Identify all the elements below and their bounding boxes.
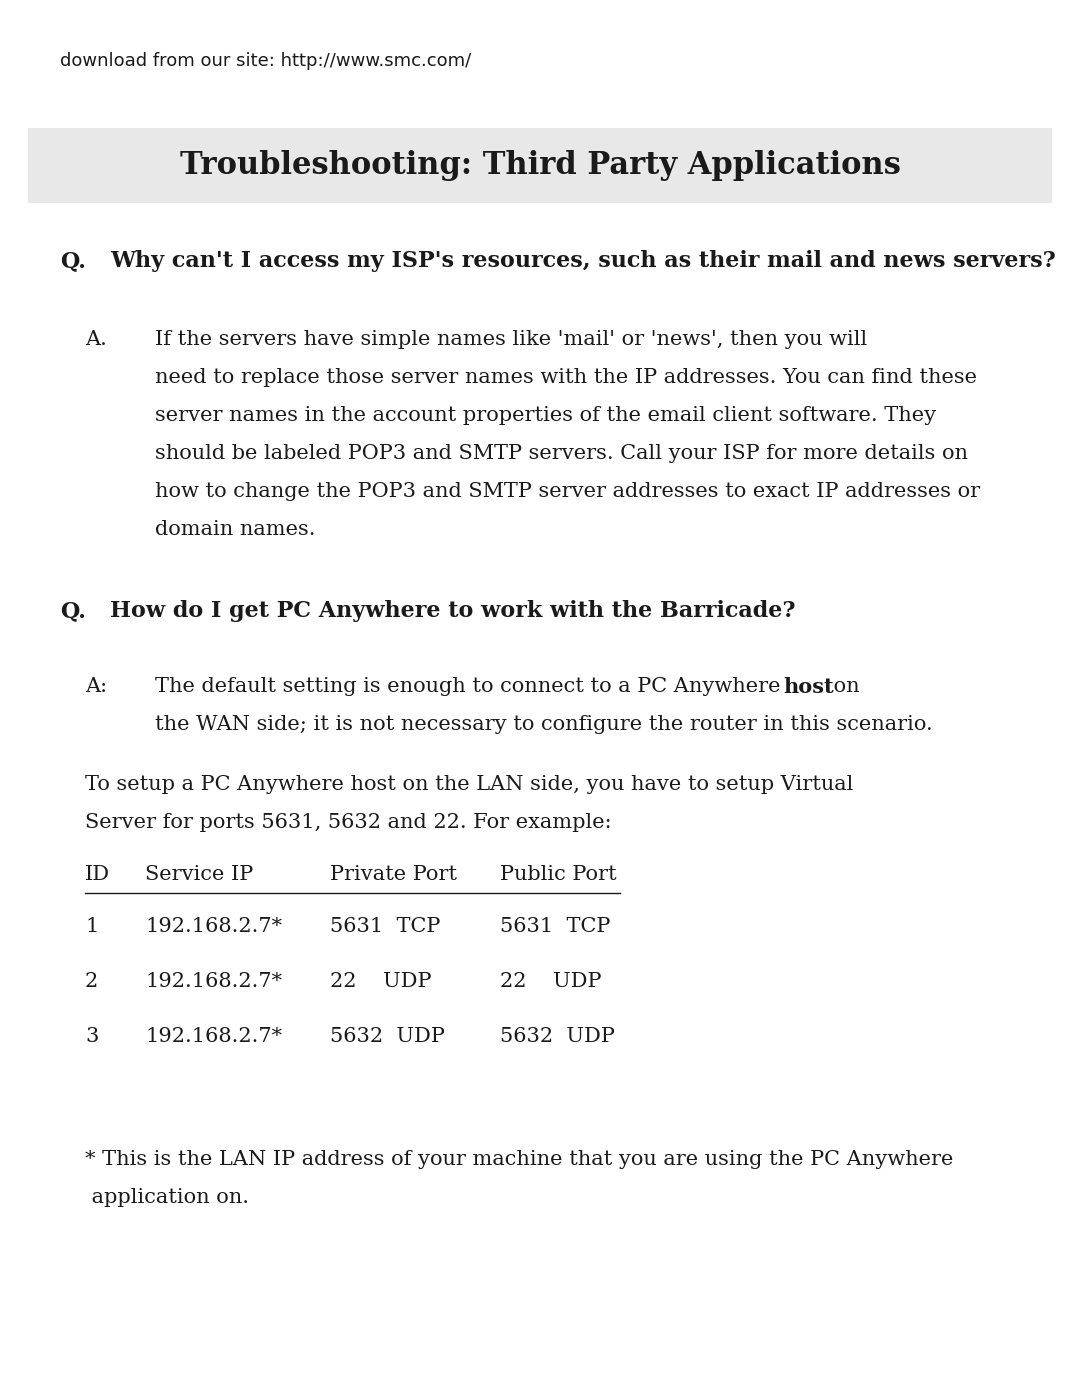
Text: need to replace those server names with the IP addresses. You can find these: need to replace those server names with … [156, 367, 977, 387]
Text: 5632  UDP: 5632 UDP [330, 1027, 445, 1046]
Text: 1: 1 [85, 916, 98, 936]
Text: on: on [826, 678, 860, 696]
FancyBboxPatch shape [28, 129, 1052, 203]
Text: 192.168.2.7*: 192.168.2.7* [145, 916, 282, 936]
Text: Troubleshooting: Third Party Applications: Troubleshooting: Third Party Application… [179, 149, 901, 182]
Text: 192.168.2.7*: 192.168.2.7* [145, 1027, 282, 1046]
Text: server names in the account properties of the email client software. They: server names in the account properties o… [156, 407, 936, 425]
Text: application on.: application on. [85, 1187, 249, 1207]
Text: 5631  TCP: 5631 TCP [330, 916, 441, 936]
Text: download from our site: http://www.smc.com/: download from our site: http://www.smc.c… [60, 52, 471, 70]
Text: 2: 2 [85, 972, 98, 990]
Text: 22    UDP: 22 UDP [500, 972, 602, 990]
Text: Server for ports 5631, 5632 and 22. For example:: Server for ports 5631, 5632 and 22. For … [85, 813, 611, 833]
Text: Public Port: Public Port [500, 865, 617, 884]
Text: How do I get PC Anywhere to work with the Barricade?: How do I get PC Anywhere to work with th… [110, 599, 796, 622]
Text: * This is the LAN IP address of your machine that you are using the PC Anywhere: * This is the LAN IP address of your mac… [85, 1150, 954, 1169]
Text: 5631  TCP: 5631 TCP [500, 916, 610, 936]
Text: should be labeled POP3 and SMTP servers. Call your ISP for more details on: should be labeled POP3 and SMTP servers.… [156, 444, 968, 462]
Text: The default setting is enough to connect to a PC Anywhere: The default setting is enough to connect… [156, 678, 787, 696]
Text: 5632  UDP: 5632 UDP [500, 1027, 615, 1046]
Text: ID: ID [85, 865, 110, 884]
Text: domain names.: domain names. [156, 520, 315, 539]
Text: If the servers have simple names like 'mail' or 'news', then you will: If the servers have simple names like 'm… [156, 330, 867, 349]
Text: 3: 3 [85, 1027, 98, 1046]
Text: Q.: Q. [60, 250, 86, 272]
Text: 192.168.2.7*: 192.168.2.7* [145, 972, 282, 990]
Text: how to change the POP3 and SMTP server addresses to exact IP addresses or: how to change the POP3 and SMTP server a… [156, 482, 981, 502]
Text: 22    UDP: 22 UDP [330, 972, 432, 990]
Text: A:: A: [85, 678, 107, 696]
Text: Why can't I access my ISP's resources, such as their mail and news servers?: Why can't I access my ISP's resources, s… [110, 250, 1056, 272]
Text: Q.: Q. [60, 599, 86, 622]
Text: host: host [783, 678, 834, 697]
Text: Private Port: Private Port [330, 865, 457, 884]
Text: Service IP: Service IP [145, 865, 253, 884]
Text: the WAN side; it is not necessary to configure the router in this scenario.: the WAN side; it is not necessary to con… [156, 715, 933, 733]
Text: To setup a PC Anywhere host on the LAN side, you have to setup Virtual: To setup a PC Anywhere host on the LAN s… [85, 775, 853, 793]
Text: A.: A. [85, 330, 107, 349]
